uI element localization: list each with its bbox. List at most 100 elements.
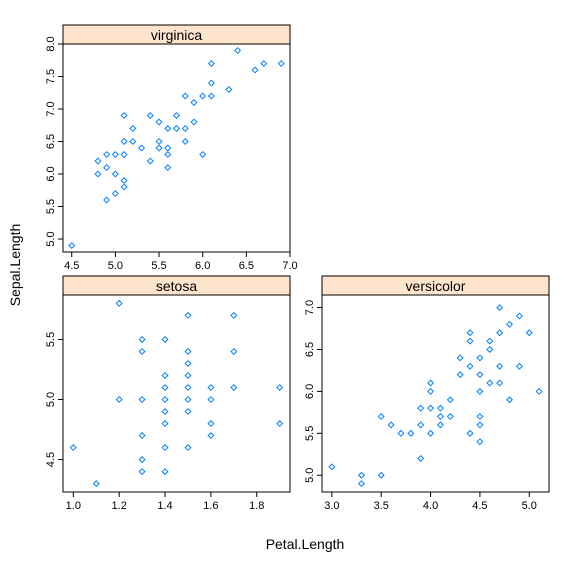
data-point-versicolor [357,480,365,488]
data-point-virginica [207,59,215,68]
y-tick-label: 5.0 [45,392,57,407]
x-tick-label: 5.0 [108,260,123,272]
data-point-versicolor [506,396,514,404]
data-point-versicolor [436,404,444,412]
data-point-virginica [190,118,198,126]
data-point-versicolor [397,429,405,437]
data-point-versicolor [486,337,494,345]
data-point-setosa [138,347,146,355]
data-point-virginica [94,157,102,165]
data-point-virginica [207,79,215,87]
data-point-virginica [164,150,172,159]
data-point-setosa [207,395,215,404]
y-tick-label: 5.5 [45,332,57,347]
y-tick-label: 6.0 [304,384,316,399]
data-point-virginica [251,66,259,74]
data-point-virginica [164,163,172,172]
y-tick-label: 5.5 [45,199,57,214]
data-point-versicolor [417,404,425,412]
data-point-versicolor [486,345,494,353]
data-point-versicolor [466,337,474,345]
strip-label-versicolor: versicolor [406,278,466,294]
x-tick-label: 1.0 [66,500,81,512]
data-point-virginica [146,157,154,165]
data-point-virginica [138,144,146,152]
data-point-setosa [161,444,169,452]
data-point-setosa [138,395,146,404]
data-point-setosa [230,347,238,355]
data-point-virginica [190,98,198,107]
data-point-virginica [155,137,163,146]
data-point-setosa [276,420,284,428]
y-tick-label: 6.5 [45,134,57,149]
data-point-setosa [138,432,146,440]
data-point-setosa [69,444,77,452]
data-point-setosa [184,395,192,404]
data-point-setosa [230,383,238,392]
data-point-versicolor [427,429,435,437]
x-tick-label: 5.0 [522,500,537,512]
y-tick-label: 7.5 [45,69,57,84]
data-point-setosa [161,371,169,379]
x-tick-label: 4.0 [423,500,438,512]
data-point-versicolor [328,463,336,471]
data-point-virginica [68,241,76,250]
x-tick-label: 7.0 [282,260,297,272]
x-tick-label: 3.5 [374,500,389,512]
panel-virginica: virginica 4.5 5.0 5.5 6.0 6.5 7.0 5.0 5.5 6.0 6.5 7… [45,24,298,272]
x-tick-label: 1.6 [203,500,218,512]
data-point-setosa [184,383,192,392]
data-point-versicolor [496,329,504,337]
data-point-versicolor [496,304,504,312]
data-point-virginica [164,144,172,152]
data-point-virginica [120,183,128,191]
data-point-versicolor [427,379,435,387]
panels: virginica 4.5 5.0 5.5 6.0 6.5 7.0 5.0 5.5 6.0 6.5 7… [45,24,550,512]
data-point-versicolor [496,379,504,387]
data-point-versicolor [515,362,523,370]
data-point-versicolor [427,404,435,412]
data-point-setosa [138,456,146,464]
y-tick-label: 5.0 [45,231,57,246]
data-point-virginica [111,170,119,178]
data-point-versicolor [535,387,543,395]
data-point-virginica [207,92,215,100]
data-point-versicolor [456,354,464,362]
y-tick-label: 6.0 [45,166,57,181]
data-point-versicolor [525,329,533,337]
data-point-versicolor [387,421,395,429]
x-tick-label: 6.0 [195,260,210,272]
data-point-setosa [184,371,192,379]
data-point-virginica [120,111,128,120]
data-point-setosa [207,420,215,428]
panel-versicolor: versicolor 3.0 3.5 4.0 4.5 5.0 5.0 5.5 6.0 6.5 7.0 [304,275,550,512]
y-tick-label: 5.5 [304,426,316,441]
data-point-virginica [120,137,128,146]
data-point-setosa [115,299,123,307]
data-point-versicolor [476,387,484,395]
data-point-setosa [161,383,169,392]
data-point-virginica [234,46,242,55]
data-point-setosa [230,311,238,319]
panel-frame-versicolor [321,275,550,493]
data-point-versicolor [436,421,444,429]
data-point-virginica [225,85,233,94]
data-point-virginica [111,150,119,159]
y-tick-label: 7.0 [304,300,316,315]
data-point-versicolor [377,413,385,421]
panel-frame-virginica [62,24,291,253]
data-point-setosa [207,432,215,440]
data-point-versicolor [456,371,464,379]
data-point-virginica [181,124,189,133]
data-point-virginica [103,196,111,204]
x-tick-label: 4.5 [472,500,487,512]
data-point-versicolor [377,471,385,479]
data-point-setosa [184,359,192,367]
data-point-versicolor [417,454,425,462]
data-point-virginica [199,150,207,159]
data-point-versicolor [466,329,474,337]
strip-label-virginica: virginica [151,27,203,43]
data-point-versicolor [446,396,454,404]
data-point-setosa [92,480,100,488]
